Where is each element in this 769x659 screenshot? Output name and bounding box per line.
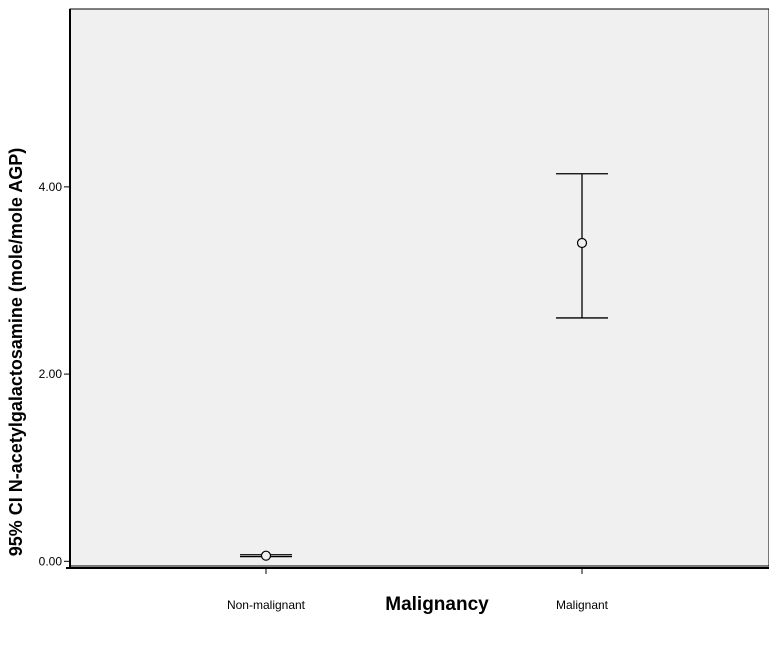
mean-marker [260,550,272,561]
y-axis-ticks: 0.00 2.00 4.00 [39,180,70,568]
x-axis-title: Malignancy [385,594,489,615]
y-tick-label: 0.00 [39,554,63,568]
plot-area [69,8,769,567]
mean-marker [576,237,588,249]
x-tick-label: Non-malignant [227,598,306,612]
y-tick-label: 4.00 [39,180,63,194]
x-tick-label: Malignant [556,598,609,612]
x-axis-ticks: Non-malignant Malignant [227,568,609,612]
error-bars [240,173,608,561]
y-axis-title: 95% CI N-acetylgalactosamine (mole/mole … [6,148,26,556]
y-tick-label: 2.00 [39,367,63,381]
